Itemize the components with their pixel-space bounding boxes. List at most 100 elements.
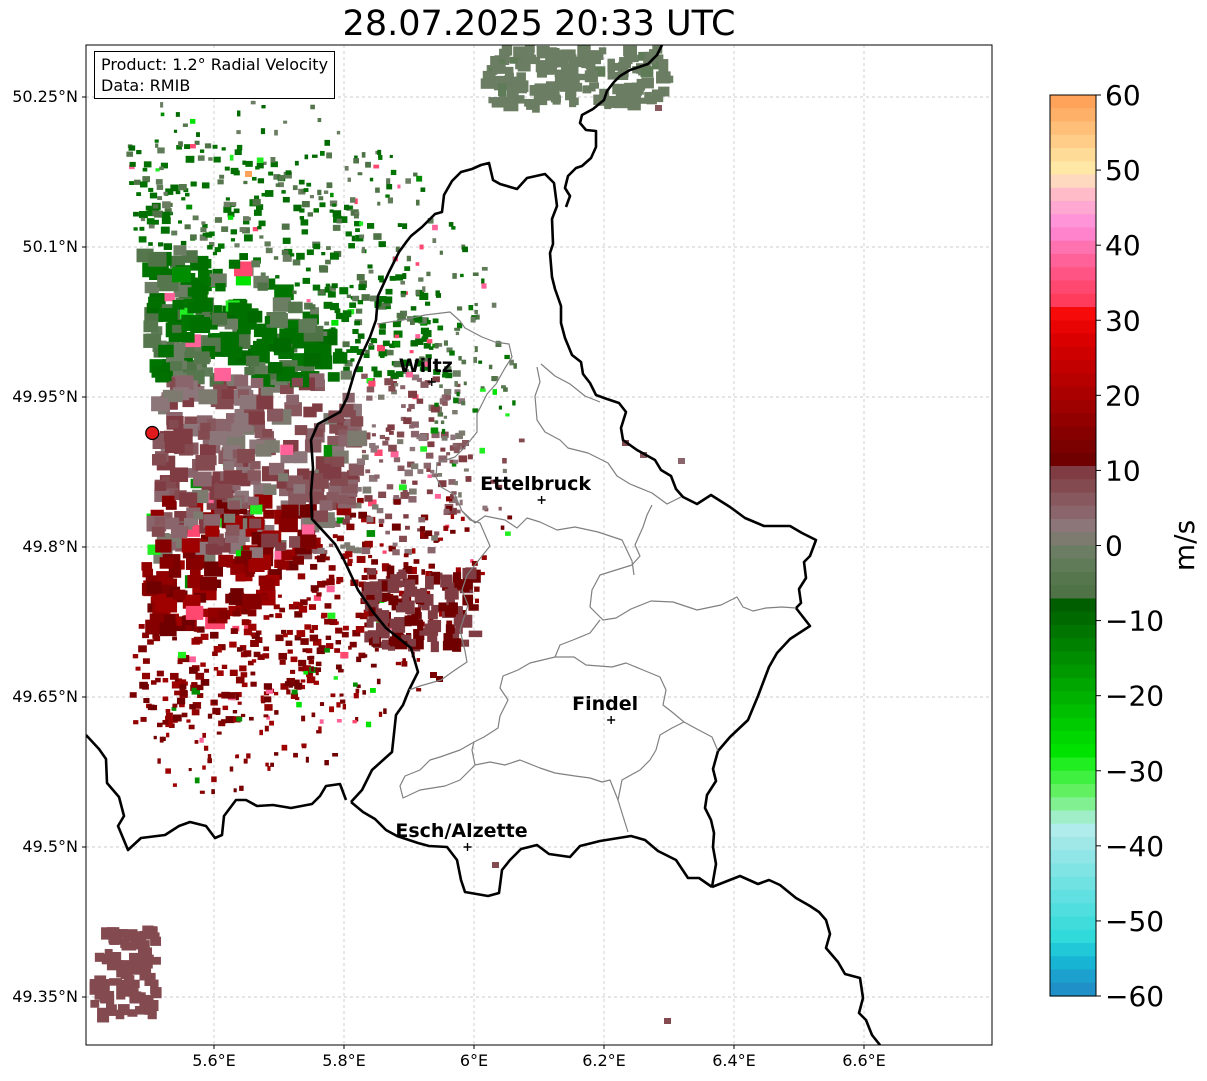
echo-pixel <box>332 753 339 757</box>
echo-pixel <box>228 259 241 269</box>
colorbar-swatch <box>1050 466 1096 480</box>
city-markers: Wiltz Ettelbruck Findel Esch/Alzette <box>395 355 638 851</box>
echo-pixel <box>331 283 338 289</box>
echo-pixel <box>253 209 262 216</box>
echo-pixel <box>256 338 269 349</box>
echo-pixel <box>379 434 385 440</box>
echo-pixel <box>569 68 579 79</box>
echo-pixel <box>274 550 286 560</box>
echo-pixel <box>336 718 342 723</box>
echo-pixel <box>376 507 384 514</box>
echo-pixel <box>155 143 159 148</box>
echo-pixel <box>300 679 306 683</box>
echo-pixel <box>188 724 195 730</box>
echo-pixel <box>250 632 256 637</box>
echo-pixel <box>314 556 319 560</box>
echo-pixel <box>394 640 408 650</box>
echo-pixel <box>393 360 402 368</box>
echo-pixel <box>159 166 164 171</box>
echo-pixel <box>422 286 426 293</box>
echo-pixel <box>454 389 461 395</box>
echo-pixel <box>339 287 349 295</box>
echo-pixel <box>443 525 449 531</box>
echo-pixel <box>247 609 257 617</box>
echo-pixel <box>242 593 262 610</box>
echo-pixel <box>207 713 213 719</box>
colorbar-swatch <box>1050 638 1096 653</box>
echo-pixel <box>227 480 241 491</box>
echo-pixel <box>228 346 243 358</box>
echo-pixel <box>151 526 165 537</box>
echo-pixel <box>205 320 218 330</box>
echo-pixel <box>474 302 478 307</box>
echo-pixel <box>197 269 213 282</box>
echo-pixel <box>365 469 371 474</box>
echo-pixel <box>146 302 160 314</box>
echo-pixel <box>347 177 351 182</box>
echo-pixel <box>171 267 191 283</box>
echo-pixel <box>431 604 440 613</box>
colorbar-swatch <box>1050 333 1096 348</box>
echo-pixel <box>371 338 378 344</box>
echo-pixel <box>451 226 456 230</box>
echo-pixel <box>418 317 427 324</box>
colorbar-swatch <box>1050 267 1096 282</box>
echo-pixel <box>411 613 419 626</box>
echo-pixel <box>105 995 115 1010</box>
echo-pixel <box>306 182 312 187</box>
colorbar-swatch <box>1050 307 1096 321</box>
echo-pixel <box>241 682 248 688</box>
echo-pixel <box>349 302 357 308</box>
echo-pixel <box>170 672 179 680</box>
echo-pixel <box>148 187 154 192</box>
echo-pixel <box>155 179 163 185</box>
echo-pixel <box>359 234 365 239</box>
echo-pixel <box>115 1009 125 1020</box>
echo-pixel <box>330 192 334 198</box>
map-frame <box>85 44 993 1046</box>
colorbar-swatch <box>1050 479 1096 494</box>
echo-pixel <box>651 89 664 103</box>
echo-pixel <box>208 157 213 161</box>
echo-pixel <box>309 304 316 310</box>
echo-pixel <box>205 232 213 238</box>
echo-pixel <box>324 321 330 326</box>
echo-pixel <box>430 405 440 413</box>
echo-pixel <box>454 606 463 620</box>
colorbar: 60 50 40 30 20 10 0 −10 −20 −30 −40 −50 −60 m/s <box>1049 79 1201 1013</box>
echo-pixel <box>226 374 241 387</box>
echo-pixel <box>312 428 324 437</box>
echo-pixel <box>356 656 362 663</box>
echo-pixel <box>122 929 138 942</box>
echo-pixel <box>445 395 452 400</box>
echo-pixel <box>425 570 433 577</box>
echo-pixel <box>377 275 384 281</box>
echo-pixel <box>372 636 380 644</box>
echo-pixel <box>204 143 212 149</box>
echo-pixel <box>234 417 253 432</box>
echo-pixel <box>201 367 213 377</box>
echo-pixel <box>462 440 469 446</box>
echo-pixel <box>199 149 205 153</box>
echo-pixel <box>250 377 264 388</box>
echo-pixel <box>185 605 204 620</box>
echo-pixel <box>428 417 435 422</box>
echo-pixel <box>365 721 372 728</box>
echo-pixel <box>392 542 398 547</box>
echo-pixel <box>255 443 272 457</box>
echo-pixel <box>336 535 344 542</box>
echo-pixel <box>225 197 230 201</box>
echo-pixel <box>273 691 279 696</box>
echo-pixel <box>495 59 505 67</box>
echo-pixel <box>352 630 361 637</box>
echo-pixel <box>512 76 524 89</box>
colorbar-swatch <box>1050 399 1096 414</box>
echo-pixel <box>147 639 154 645</box>
echo-pixel <box>454 327 461 331</box>
echo-pixel <box>340 651 349 659</box>
echo-pixel <box>473 356 478 363</box>
echo-pixel <box>374 590 383 602</box>
echo-pixel <box>172 703 178 708</box>
echo-pixel <box>488 97 500 104</box>
echo-pixel <box>101 927 116 940</box>
